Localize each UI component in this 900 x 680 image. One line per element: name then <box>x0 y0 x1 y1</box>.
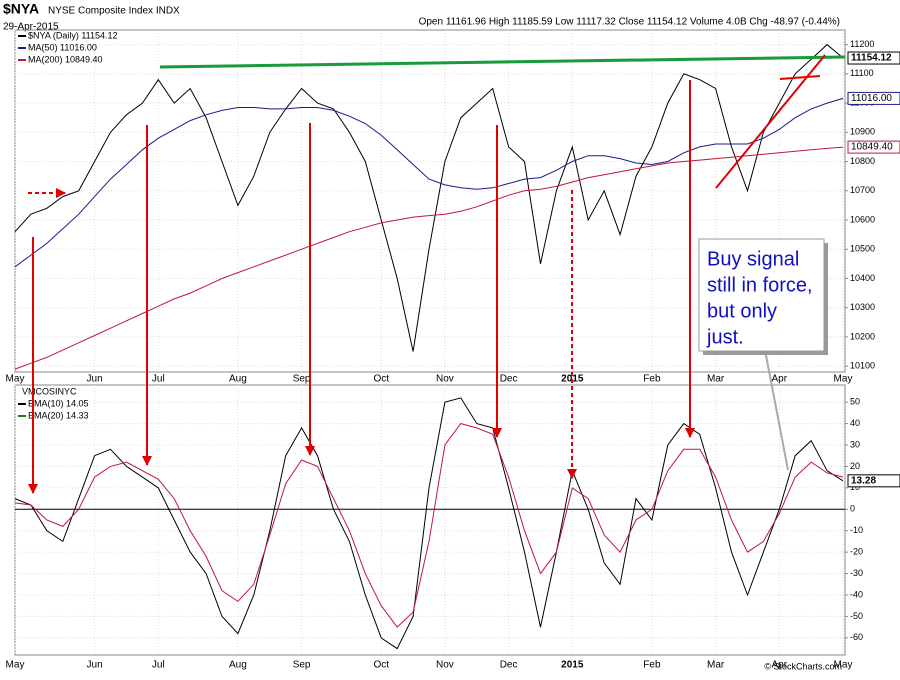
legend-label: EMA(20) 14.33 <box>28 410 89 420</box>
y-tick-label: 0 <box>850 504 855 514</box>
x-tick-label: Jul <box>152 660 165 671</box>
x-tick-label: May <box>6 374 25 385</box>
x-tick-label: Aug <box>229 374 247 385</box>
x-tick-label: Feb <box>643 374 661 385</box>
y-tick-label: 50 <box>850 397 860 407</box>
date: 29-Apr-2015 <box>3 22 59 33</box>
x-tick-label: Nov <box>436 374 454 385</box>
y-tick-label: 10400 <box>850 273 875 283</box>
x-tick-label: Jul <box>152 374 165 385</box>
x-tick-label: Jun <box>87 374 103 385</box>
value-tag-box <box>847 474 900 488</box>
value-tag: 11154.12 <box>851 53 892 64</box>
x-tick-label: Oct <box>373 374 389 385</box>
y-tick-label: 10100 <box>850 361 875 371</box>
x-tick-label: Mar <box>707 374 725 385</box>
x-tick-label: Sep <box>293 660 311 671</box>
y-tick-label: -30 <box>850 568 863 578</box>
value-tag: 11016.00 <box>851 93 892 104</box>
annotation: just. <box>706 326 744 348</box>
callout-pointer <box>764 349 789 471</box>
y-tick-label: 10300 <box>850 302 875 312</box>
legend-label: MA(50) 11016.00 <box>28 42 97 52</box>
y-tick-label: 10200 <box>850 331 875 341</box>
value-tag: 13.28 <box>851 475 876 486</box>
y-tick-label: 10500 <box>850 244 875 254</box>
y-tick-label: -10 <box>850 525 863 535</box>
y-tick-label: 20 <box>850 461 860 471</box>
x-tick-label: Sep <box>293 374 311 385</box>
x-tick-label: Apr <box>772 374 788 385</box>
value-tag-box <box>847 51 900 65</box>
legend-label: EMA(10) 14.05 <box>28 398 89 408</box>
x-tick-label: Aug <box>229 660 247 671</box>
y-tick-label: -50 <box>850 611 863 621</box>
y-tick-label: 30 <box>850 439 860 449</box>
y-tick-label: -60 <box>850 632 863 642</box>
y-tick-label: -40 <box>850 589 863 599</box>
annotation: still in force, <box>707 274 813 296</box>
callout-box <box>698 238 825 352</box>
y-tick-label: 11100 <box>850 68 874 78</box>
annotation: but only <box>707 300 777 322</box>
x-tick-label: Dec <box>500 374 518 385</box>
x-tick-label: May <box>834 660 853 671</box>
index-name: NYSE Composite Index INDX <box>48 6 180 17</box>
series-line <box>14 397 844 650</box>
y-tick-label: 10600 <box>850 214 875 224</box>
x-tick-label: Nov <box>436 660 454 671</box>
x-tick-label: May <box>6 660 25 671</box>
series-line <box>14 97 844 268</box>
series-line <box>14 43 844 352</box>
y-tick-label: 10700 <box>850 185 875 195</box>
series-line <box>14 146 844 370</box>
legend-label: MA(200) 10849.40 <box>28 54 103 64</box>
y-tick-label: 40 <box>850 418 860 428</box>
value-tag-box <box>847 91 900 105</box>
trend-line <box>779 75 821 80</box>
x-tick-label: May <box>834 374 853 385</box>
y-tick-label: 11200 <box>850 39 874 49</box>
x-tick-label: Jun <box>87 660 103 671</box>
annotation: Buy signal <box>707 248 799 270</box>
series-line <box>14 423 844 628</box>
x-tick-label: Oct <box>373 660 389 671</box>
value-tag: 10849.40 <box>851 142 893 153</box>
annotations <box>28 54 846 494</box>
symbol: $NYA <box>3 1 39 17</box>
indicator-label: VMCOSINYC <box>22 386 77 396</box>
x-tick-label: 2015 <box>561 660 584 671</box>
y-tick-label: 10900 <box>850 127 875 137</box>
value-tag-box <box>847 140 900 154</box>
y-tick-label: -20 <box>850 547 863 557</box>
credit: © StockCharts.com <box>764 661 842 671</box>
resistance-line <box>159 55 846 69</box>
legend-label: $NYA (Daily) 11154.12 <box>28 30 118 40</box>
y-tick-label: 10800 <box>850 156 875 166</box>
x-tick-label: Apr <box>772 660 788 671</box>
x-tick-label: Dec <box>500 660 518 671</box>
x-tick-label: Feb <box>643 660 661 671</box>
x-tick-label: Mar <box>707 660 725 671</box>
quote: Open 11161.96 High 11185.59 Low 11117.32… <box>419 17 840 28</box>
